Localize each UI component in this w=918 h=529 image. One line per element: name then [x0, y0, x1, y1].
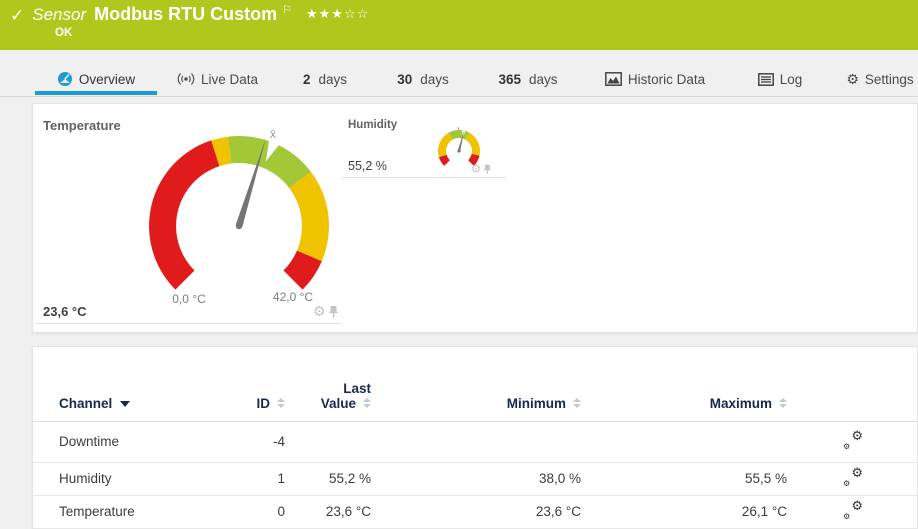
channel-maximum	[581, 420, 787, 462]
humidity-tile-divider	[342, 177, 506, 178]
channel-id: 1	[233, 461, 285, 495]
gauge-notch-marker	[265, 138, 280, 162]
sort-icon	[779, 397, 787, 408]
tab-label: days	[420, 71, 449, 87]
temperature-gauge-title: Temperature	[43, 118, 121, 133]
column-label: Minimum	[506, 395, 566, 411]
sort-icon	[363, 397, 371, 408]
gauge-settings-icon[interactable]: ⚙	[313, 303, 326, 319]
area-chart-icon	[604, 72, 622, 86]
tab-settings[interactable]: ⚙ Settings	[842, 64, 918, 94]
temperature-scale-max: 42,0 °C	[272, 290, 314, 304]
column-header-last-value[interactable]: Last Value	[285, 347, 371, 421]
channel-maximum: 55,5 %	[581, 461, 787, 495]
gauge-needle	[457, 129, 465, 152]
channel-settings-icon[interactable]: ⚙ ⚙	[843, 498, 863, 521]
temperature-scale-min: 0,0 °C	[172, 292, 206, 306]
gauge-icon	[57, 72, 72, 86]
tab-log[interactable]: Log	[752, 64, 808, 94]
channel-name[interactable]: Downtime	[33, 420, 233, 462]
table-row[interactable]: Temperature 0 23,6 °C 23,6 °C 26,1 °C ⚙ ⚙	[33, 494, 918, 528]
sensor-status-header: ✓ Sensor Modbus RTU Custom ⚐ ★★★☆☆ OK	[0, 0, 918, 50]
sensor-title-row: ✓ Sensor Modbus RTU Custom ⚐ ★★★☆☆	[10, 4, 369, 25]
tab-30-days[interactable]: 30 days	[388, 64, 458, 94]
column-label: Last	[343, 380, 371, 396]
gauge-settings-icon[interactable]: ⚙	[471, 162, 482, 175]
status-check-icon: ✓	[10, 6, 25, 25]
broadcast-icon	[177, 73, 195, 85]
channel-table: Channel ID Last Value Minimum Maximum	[33, 347, 918, 529]
mean-marker-label: x̄	[270, 127, 276, 141]
column-header-maximum[interactable]: Maximum	[581, 347, 787, 421]
flag-icon[interactable]: ⚐	[282, 4, 292, 16]
channel-last-value: 55,2 %	[285, 461, 371, 495]
active-tab-indicator	[35, 91, 157, 95]
tab-day-count: 365	[498, 71, 521, 87]
humidity-current-value: 55,2 %	[348, 159, 387, 173]
channel-last-value: 23,6 °C	[285, 494, 371, 528]
column-header-channel[interactable]: Channel	[33, 347, 233, 421]
sort-icon	[277, 397, 285, 408]
temperature-current-value: 23,6 °C	[43, 304, 87, 319]
column-header-actions	[787, 347, 918, 421]
channel-settings-icon[interactable]: ⚙ ⚙	[843, 428, 863, 451]
channel-minimum: 23,6 °C	[371, 494, 581, 528]
channel-settings-icon[interactable]: ⚙ ⚙	[843, 465, 863, 488]
sensor-title: Modbus RTU Custom	[94, 4, 278, 24]
channel-maximum: 26,1 °C	[581, 494, 787, 528]
tab-historic-data[interactable]: Historic Data	[600, 64, 710, 94]
tab-label: days	[318, 71, 348, 87]
temperature-gauge: x̄	[149, 127, 329, 290]
channel-name[interactable]: Humidity	[33, 461, 233, 495]
column-label: Channel	[59, 395, 113, 411]
humidity-tile-actions: ⚙	[471, 163, 491, 174]
gear-icon: ⚙	[846, 71, 859, 87]
temperature-tile-divider	[35, 323, 341, 324]
table-row[interactable]: Downtime -4 ⚙ ⚙	[33, 420, 918, 462]
sensor-status-badge: OK	[55, 27, 73, 39]
tab-label: Live Data	[200, 71, 259, 87]
column-label: ID	[256, 395, 271, 411]
humidity-gauge-title: Humidity	[348, 119, 398, 131]
tab-2-days[interactable]: 2 days	[293, 64, 357, 94]
gauge-needle	[235, 137, 267, 227]
channel-name[interactable]: Temperature	[33, 494, 233, 528]
stars-empty[interactable]: ☆☆	[343, 6, 370, 21]
humidity-gauge	[438, 127, 481, 166]
channel-last-value	[285, 420, 371, 462]
pin-icon[interactable]	[483, 163, 491, 174]
tab-live-data[interactable]: Live Data	[170, 64, 265, 94]
channel-table-panel: Channel ID Last Value Minimum Maximum	[32, 346, 918, 529]
table-row[interactable]: Humidity 1 55,2 % 38,0 % 55,5 % ⚙ ⚙	[33, 461, 918, 495]
channel-id: -4	[233, 420, 285, 462]
pin-icon[interactable]	[329, 305, 338, 318]
chevron-down-icon	[120, 400, 131, 407]
tab-overview[interactable]: Overview	[40, 64, 152, 94]
tab-day-count: 2	[302, 71, 311, 87]
tab-label: Historic Data	[627, 71, 706, 87]
gauges-panel: Temperature x̄ 0,0 °C 42,0 °C 23,6 °C ⚙ …	[32, 103, 918, 333]
stars-filled[interactable]: ★★★	[305, 6, 344, 21]
column-label: Value	[320, 395, 356, 411]
tab-day-count: 30	[397, 71, 413, 87]
tab-label: Settings	[864, 71, 914, 87]
tab-label: days	[529, 71, 558, 87]
column-header-minimum[interactable]: Minimum	[371, 347, 581, 421]
column-header-id[interactable]: ID	[233, 347, 285, 421]
channel-minimum: 38,0 %	[371, 461, 581, 495]
channel-id: 0	[233, 494, 285, 528]
sort-icon	[573, 397, 581, 408]
tab-bar: Overview Live Data 2 days 30 days 365 da…	[0, 50, 918, 97]
object-type-label: Sensor	[32, 5, 87, 24]
tab-365-days[interactable]: 365 days	[490, 64, 566, 94]
column-label: Maximum	[709, 395, 772, 411]
log-icon	[757, 72, 774, 86]
tab-label: Overview	[78, 71, 136, 87]
priority-star-rating[interactable]: ★★★☆☆	[306, 6, 369, 22]
temperature-tile-actions: ⚙	[313, 304, 338, 318]
tab-label: Log	[779, 71, 803, 87]
channel-minimum	[371, 420, 581, 462]
